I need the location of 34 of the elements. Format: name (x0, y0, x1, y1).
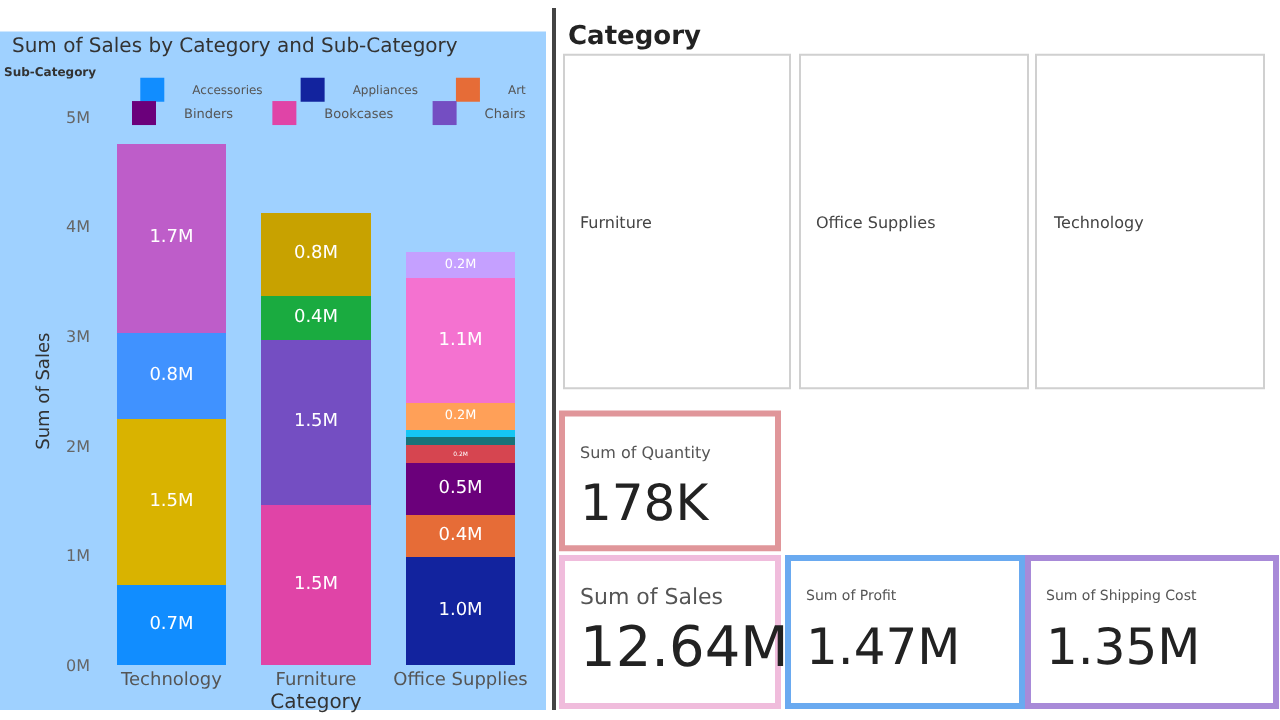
data-label: 1.1M (438, 330, 483, 351)
x-tick-label: Office Supplies (393, 671, 529, 692)
data-label: 0.8M (149, 365, 194, 386)
text: 178K (580, 474, 710, 532)
y-tick-label: 1M (66, 547, 91, 566)
text: 1.35M (1046, 618, 1201, 676)
data-label: 1.5M (293, 412, 339, 433)
data-label: 0.4M (293, 307, 339, 328)
y-tick-label: 3M (66, 327, 91, 346)
text: Sum of Sales (580, 584, 724, 610)
text: Furniture (580, 214, 652, 232)
text: 1.47M (806, 618, 961, 676)
text: Office Supplies (816, 214, 936, 232)
data-label: 1.7M (149, 228, 194, 249)
text: Category (568, 22, 702, 52)
y-tick-label: 0M (66, 656, 91, 675)
data-label: 1.5M (149, 491, 194, 512)
y-tick-label: 4M (66, 218, 91, 237)
x-tick-label: Technology (119, 671, 224, 692)
y-tick-label: 2M (66, 437, 91, 456)
data-label: 1.0M (438, 600, 483, 621)
data-label: 0.8M (293, 244, 339, 265)
data-label: 0.4M (438, 525, 483, 546)
text: Sum of Quantity (580, 444, 712, 462)
x-tick-label: Furniture (275, 671, 358, 692)
data-label: 0.7M (149, 615, 194, 636)
x-axis-title: Category (270, 692, 362, 715)
y-axis-title: Sum of Sales (34, 332, 55, 450)
y-tick-label: 5M (66, 108, 91, 127)
text: Technology (1052, 214, 1145, 232)
data-label: 0.5M (438, 479, 483, 500)
chart-title: Sum of Sales by Category and Sub-Category (12, 36, 458, 58)
data-label: 1.5M (293, 575, 339, 596)
text: 12.64M (580, 614, 789, 680)
